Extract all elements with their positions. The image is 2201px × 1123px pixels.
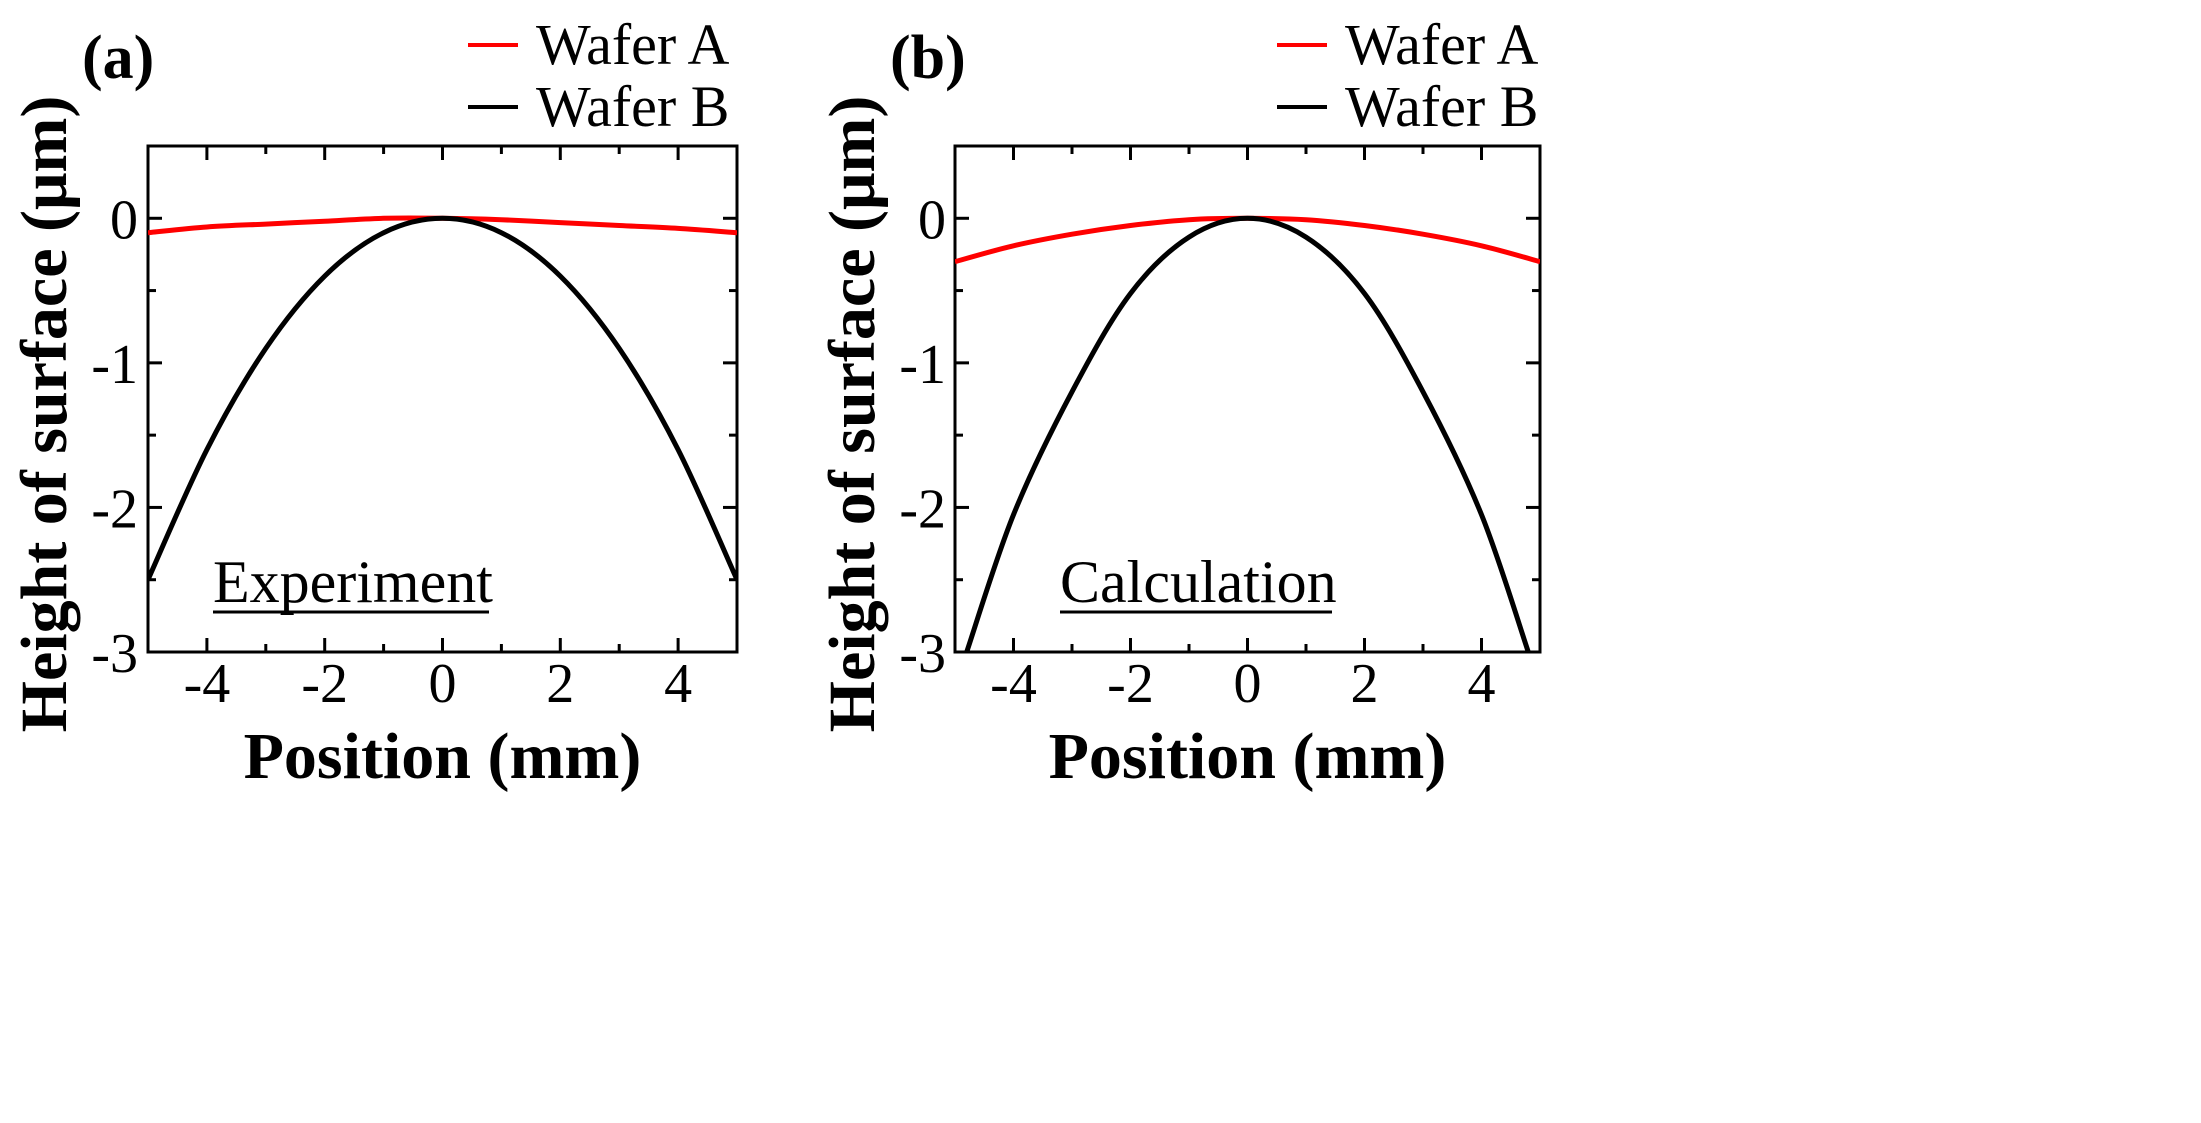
x-tick-label: -4 [990, 653, 1037, 715]
y-tick-label: -3 [899, 623, 946, 685]
panel-label: (a) [82, 24, 154, 92]
y-axis-title: Height of surface (μm) [8, 96, 81, 733]
annotation-label: Calculation [1060, 549, 1337, 615]
panel-label: (b) [890, 24, 966, 92]
y-axis-title: Height of surface (μm) [816, 96, 889, 733]
x-tick-label: -2 [1107, 653, 1154, 715]
y-tick-label: -2 [899, 478, 946, 540]
series-line-wafer-b [148, 215, 737, 581]
y-tick-label: 0 [110, 189, 138, 251]
legend-label-wafer-a: Wafer A [536, 12, 730, 77]
series-line-wafer-b [964, 215, 1531, 652]
y-tick-label: -1 [899, 334, 946, 396]
y-tick-label: -3 [91, 623, 138, 685]
x-tick-label: 4 [1468, 653, 1496, 715]
series-line-wafer-a [955, 215, 1540, 265]
legend-label-wafer-b: Wafer B [536, 74, 729, 139]
y-tick-label: -2 [91, 478, 138, 540]
x-tick-label: 2 [1351, 653, 1379, 715]
y-tick-label: -1 [91, 334, 138, 396]
series-group [148, 215, 737, 581]
x-tick-label: -4 [184, 653, 231, 715]
x-tick-label: 0 [1234, 653, 1262, 715]
x-tick-label: -2 [301, 653, 348, 715]
legend-label-wafer-a: Wafer A [1345, 12, 1539, 77]
legend-label-wafer-b: Wafer B [1345, 74, 1538, 139]
x-axis-title: Position (mm) [1049, 720, 1447, 793]
x-axis-title: Position (mm) [244, 720, 642, 793]
annotation-label: Experiment [213, 549, 493, 615]
x-tick-label: 0 [429, 653, 457, 715]
y-tick-label: 0 [918, 189, 946, 251]
x-tick-label: 2 [546, 653, 574, 715]
x-tick-label: 4 [664, 653, 692, 715]
series-group [955, 215, 1540, 652]
